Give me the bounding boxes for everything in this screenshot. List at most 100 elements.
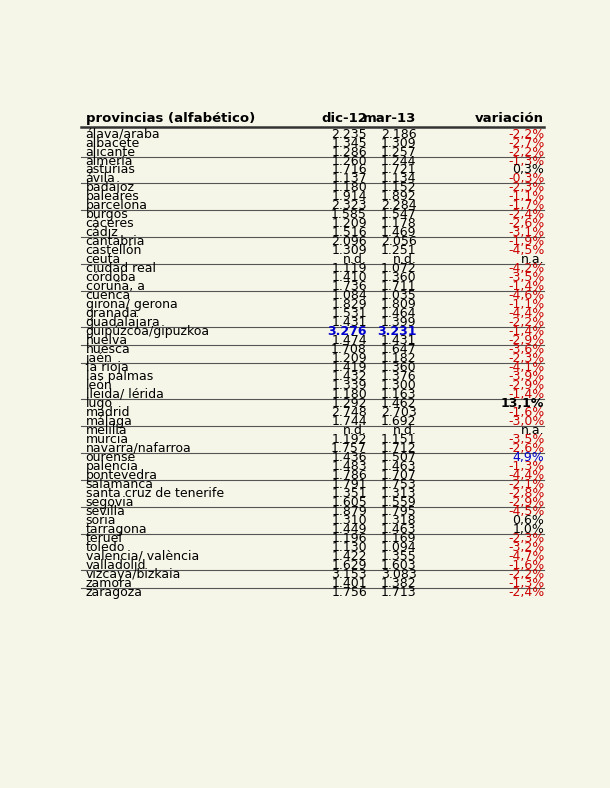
Text: -4,7%: -4,7%: [508, 549, 544, 563]
Text: 1.309: 1.309: [331, 244, 367, 258]
Text: 0,3%: 0,3%: [512, 163, 544, 177]
Text: 1.292: 1.292: [331, 397, 367, 410]
Text: -2,2%: -2,2%: [508, 146, 544, 158]
Text: 1.708: 1.708: [331, 343, 367, 356]
Text: albacete: albacete: [85, 136, 140, 150]
Text: 1.376: 1.376: [381, 370, 417, 383]
Text: 3.153: 3.153: [331, 567, 367, 581]
Text: -2,9%: -2,9%: [508, 334, 544, 347]
Text: zaragoza: zaragoza: [85, 585, 143, 599]
Text: -4,5%: -4,5%: [508, 505, 544, 518]
Text: -3,9%: -3,9%: [508, 370, 544, 383]
Text: teruel: teruel: [85, 532, 123, 545]
Text: 1.151: 1.151: [381, 433, 417, 446]
Text: valladolid: valladolid: [85, 559, 146, 571]
Text: -3,2%: -3,2%: [508, 541, 544, 554]
Text: granada: granada: [85, 307, 138, 320]
Text: 1.401: 1.401: [331, 577, 367, 589]
Text: -3,5%: -3,5%: [508, 271, 544, 284]
Text: 1.463: 1.463: [381, 460, 417, 473]
Text: huesca: huesca: [85, 343, 131, 356]
Text: 1.474: 1.474: [331, 334, 367, 347]
Text: 1.072: 1.072: [381, 262, 417, 275]
Text: 1.829: 1.829: [331, 298, 367, 311]
Text: -1,6%: -1,6%: [508, 559, 544, 571]
Text: -2,3%: -2,3%: [508, 352, 544, 365]
Text: 1.360: 1.360: [381, 271, 417, 284]
Text: dic-12: dic-12: [321, 112, 367, 125]
Text: jaén: jaén: [85, 352, 113, 365]
Text: 1.462: 1.462: [381, 397, 417, 410]
Text: ciudad real: ciudad real: [85, 262, 156, 275]
Text: -1,1%: -1,1%: [508, 191, 544, 203]
Text: -2,9%: -2,9%: [508, 496, 544, 509]
Text: 1.169: 1.169: [381, 532, 417, 545]
Text: 3.276: 3.276: [328, 325, 367, 338]
Text: 1.180: 1.180: [331, 181, 367, 195]
Text: 1.431: 1.431: [331, 316, 367, 329]
Text: 1.360: 1.360: [381, 361, 417, 374]
Text: 1.432: 1.432: [331, 370, 367, 383]
Text: 1.629: 1.629: [331, 559, 367, 571]
Text: 1.464: 1.464: [381, 307, 417, 320]
Text: 1.260: 1.260: [331, 154, 367, 168]
Text: -3,5%: -3,5%: [508, 433, 544, 446]
Text: 1.795: 1.795: [381, 505, 417, 518]
Text: 1.507: 1.507: [381, 451, 417, 464]
Text: palencia: palencia: [85, 460, 138, 473]
Text: -2,6%: -2,6%: [508, 442, 544, 455]
Text: -2,2%: -2,2%: [508, 128, 544, 140]
Text: -2,4%: -2,4%: [508, 585, 544, 599]
Text: 1.163: 1.163: [381, 388, 417, 401]
Text: 1.313: 1.313: [381, 487, 417, 500]
Text: 1.721: 1.721: [381, 163, 417, 177]
Text: 1.559: 1.559: [381, 496, 417, 509]
Text: valencia/ valència: valencia/ valència: [85, 549, 199, 563]
Text: provincias (alfabético): provincias (alfabético): [85, 112, 255, 125]
Text: 1.431: 1.431: [381, 334, 417, 347]
Text: 1.716: 1.716: [331, 163, 367, 177]
Text: lleida/ lérida: lleida/ lérida: [85, 388, 163, 401]
Text: 1.757: 1.757: [331, 442, 367, 455]
Text: 1.531: 1.531: [331, 307, 367, 320]
Text: 2.323: 2.323: [331, 199, 367, 213]
Text: -4,2%: -4,2%: [508, 262, 544, 275]
Text: 1.547: 1.547: [381, 208, 417, 221]
Text: -2,4%: -2,4%: [508, 208, 544, 221]
Text: n.d.: n.d.: [393, 253, 417, 266]
Text: -4,1%: -4,1%: [508, 361, 544, 374]
Text: 1,0%: 1,0%: [512, 522, 544, 536]
Text: ceuta: ceuta: [85, 253, 121, 266]
Text: navarra/nafarroa: navarra/nafarroa: [85, 442, 192, 455]
Text: 1.410: 1.410: [331, 271, 367, 284]
Text: 1.244: 1.244: [381, 154, 417, 168]
Text: castellón: castellón: [85, 244, 142, 258]
Text: 2.235: 2.235: [331, 128, 367, 140]
Text: -1,4%: -1,4%: [508, 325, 544, 338]
Text: 1.180: 1.180: [331, 388, 367, 401]
Text: 2.703: 2.703: [381, 406, 417, 419]
Text: 3.231: 3.231: [377, 325, 417, 338]
Text: melilla: melilla: [85, 424, 127, 437]
Text: 13,1%: 13,1%: [501, 397, 544, 410]
Text: ourense: ourense: [85, 451, 136, 464]
Text: -1,6%: -1,6%: [508, 406, 544, 419]
Text: toledo: toledo: [85, 541, 125, 554]
Text: alicante: alicante: [85, 146, 135, 158]
Text: 1.251: 1.251: [381, 244, 417, 258]
Text: sevilla: sevilla: [85, 505, 126, 518]
Text: -2,7%: -2,7%: [508, 136, 544, 150]
Text: -1,1%: -1,1%: [508, 298, 544, 311]
Text: tarragona: tarragona: [85, 522, 148, 536]
Text: -4,4%: -4,4%: [508, 469, 544, 481]
Text: girona/ gerona: girona/ gerona: [85, 298, 178, 311]
Text: 1.345: 1.345: [331, 136, 367, 150]
Text: -2,3%: -2,3%: [508, 181, 544, 195]
Text: -2,6%: -2,6%: [508, 217, 544, 230]
Text: 1.585: 1.585: [331, 208, 367, 221]
Text: coruña, a: coruña, a: [85, 281, 145, 293]
Text: 1.786: 1.786: [331, 469, 367, 481]
Text: león: león: [85, 379, 112, 392]
Text: la rioja: la rioja: [85, 361, 129, 374]
Text: 1.309: 1.309: [381, 136, 417, 150]
